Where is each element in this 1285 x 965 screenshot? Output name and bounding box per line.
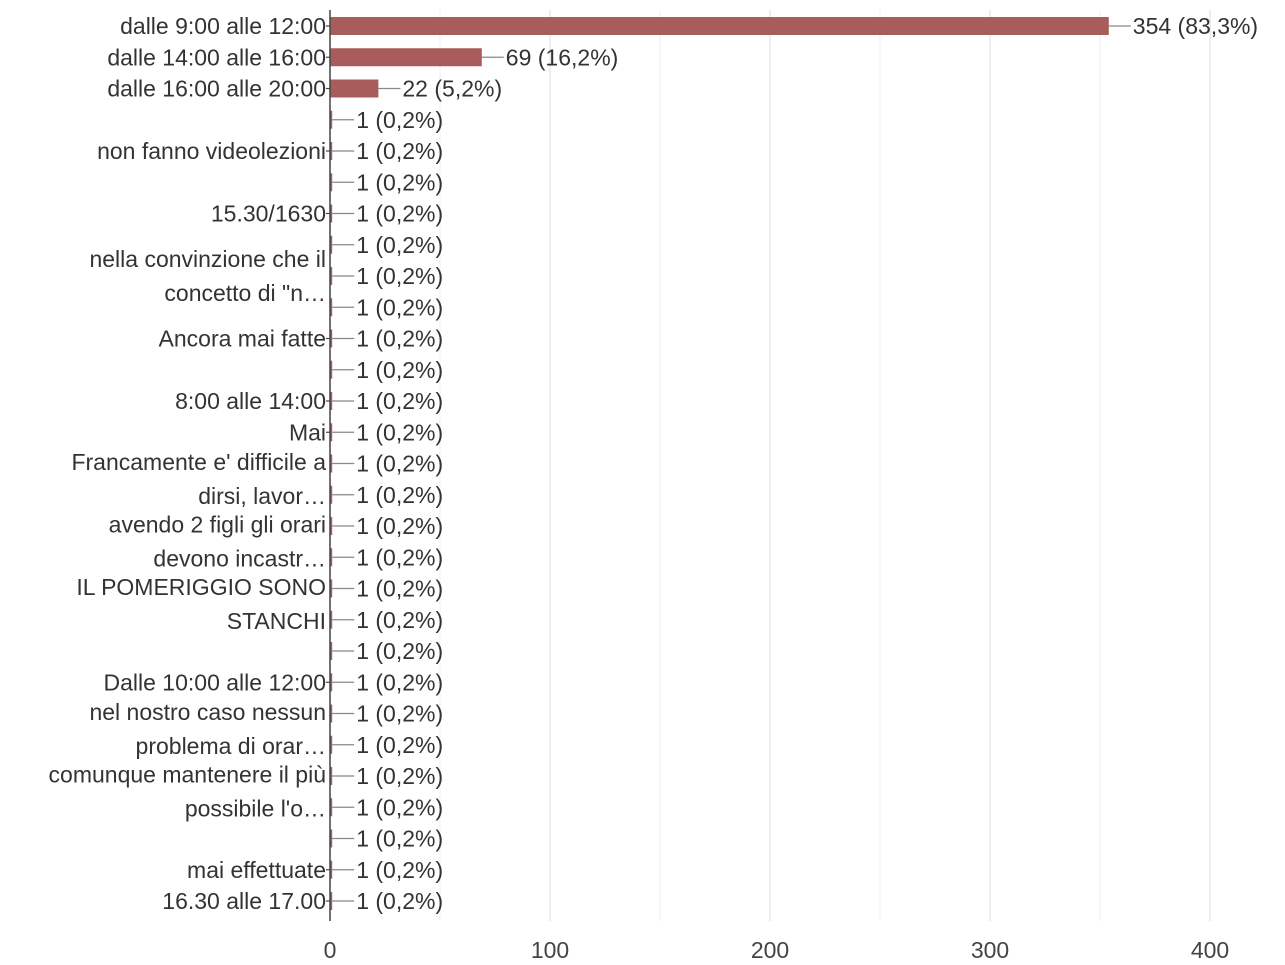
bar — [330, 204, 333, 223]
bar — [330, 267, 333, 285]
category-label: Mai — [289, 419, 326, 445]
category-label: problema di orar… — [136, 733, 326, 759]
value-label: 1 (0,2%) — [356, 419, 443, 445]
category-label: IL POMERIGGIO SONO — [76, 574, 326, 600]
category-label: mai effettuate — [187, 857, 326, 883]
bar — [330, 517, 333, 535]
bar — [330, 329, 333, 348]
bar — [330, 298, 333, 317]
value-label: 1 (0,2%) — [356, 732, 443, 758]
value-label: 1 (0,2%) — [356, 482, 443, 508]
value-label: 1 (0,2%) — [356, 326, 443, 352]
bar — [330, 110, 333, 129]
value-label: 1 (0,2%) — [356, 857, 443, 883]
x-tick-label: 200 — [751, 937, 789, 963]
value-label: 1 (0,2%) — [356, 763, 443, 789]
bar — [330, 173, 333, 192]
category-label: possibile l'o… — [185, 796, 326, 822]
value-label: 1 (0,2%) — [356, 388, 443, 414]
bar — [330, 735, 333, 754]
value-labels: 354 (83,3%) 69 (16,2%)22 (5,2%) 1 (0,2%) 1 … — [332, 13, 1258, 914]
category-label: 8:00 alle 14:00 — [175, 388, 326, 414]
bar — [330, 642, 333, 660]
x-tick-label: 300 — [971, 937, 1009, 963]
category-label: 16.30 alle 17.00 — [162, 888, 326, 914]
bar — [330, 360, 333, 379]
bars — [330, 17, 1109, 910]
value-label: 1 (0,2%) — [356, 513, 443, 539]
value-label: 1 (0,2%) — [356, 794, 443, 820]
category-label: Francamente e' difficile a — [71, 449, 326, 475]
bar — [330, 79, 379, 98]
category-label: STANCHI — [227, 608, 326, 634]
value-label: 1 (0,2%) — [356, 451, 443, 477]
bar — [330, 423, 333, 442]
gridlines — [439, 10, 1211, 921]
value-label: 1 (0,2%) — [356, 263, 443, 289]
value-label: 1 (0,2%) — [356, 232, 443, 258]
bar — [330, 235, 333, 254]
value-label: 1 (0,2%) — [356, 826, 443, 852]
category-label: comunque mantenere il più — [49, 762, 326, 788]
bar — [330, 579, 333, 598]
x-tick-label: 400 — [1191, 937, 1229, 963]
category-label: Dalle 10:00 alle 12:00 — [104, 669, 327, 695]
bar — [330, 48, 482, 67]
bar — [330, 610, 333, 629]
x-tick-labels: 0 100 200 300 400 — [324, 937, 1230, 963]
bar — [330, 454, 333, 473]
category-label: avendo 2 figli gli orari — [109, 512, 326, 538]
value-label: 1 (0,2%) — [356, 576, 443, 602]
value-label: 69 (16,2%) — [506, 44, 619, 70]
bar — [330, 548, 333, 567]
category-label: devono incastr… — [153, 546, 326, 572]
value-label: 1 (0,2%) — [356, 607, 443, 633]
value-label: 354 (83,3%) — [1133, 13, 1258, 39]
value-label: 1 (0,2%) — [356, 701, 443, 727]
value-label: 1 (0,2%) — [356, 638, 443, 664]
category-label: nel nostro caso nessun — [89, 699, 326, 725]
category-label: dirsi, lavor… — [198, 483, 326, 509]
bar — [330, 17, 1109, 35]
category-label: 15.30/1630 — [211, 201, 326, 227]
bar — [330, 142, 333, 160]
category-label: dalle 14:00 alle 16:00 — [107, 44, 326, 70]
value-label: 1 (0,2%) — [356, 201, 443, 227]
value-label: 1 (0,2%) — [356, 169, 443, 195]
bar — [330, 767, 333, 785]
bar — [330, 892, 333, 910]
value-label: 1 (0,2%) — [356, 357, 443, 383]
bar — [330, 673, 333, 692]
value-label: 1 (0,2%) — [356, 669, 443, 695]
bar — [330, 392, 333, 410]
bar — [330, 704, 333, 723]
value-label: 22 (5,2%) — [402, 76, 502, 102]
value-label: 1 (0,2%) — [356, 138, 443, 164]
category-label: dalle 9:00 alle 12:00 — [120, 13, 326, 39]
bar — [330, 798, 333, 817]
bar — [330, 860, 333, 879]
category-label: nella convinzione che il — [89, 246, 326, 272]
x-tick-label: 100 — [531, 937, 569, 963]
x-tick-label: 0 — [324, 937, 337, 963]
value-label: 1 (0,2%) — [356, 888, 443, 914]
category-label: non fanno videolezioni — [97, 138, 326, 164]
category-label: Ancora mai fatte — [159, 326, 326, 352]
category-label: concetto di "n… — [164, 280, 326, 306]
bar — [330, 829, 333, 848]
value-label: 1 (0,2%) — [356, 107, 443, 133]
category-labels: dalle 9:00 alle 12:00 dalle 14:00 alle 16… — [49, 13, 330, 914]
bar — [330, 485, 333, 504]
category-label: dalle 16:00 alle 20:00 — [107, 76, 326, 102]
value-label: 1 (0,2%) — [356, 544, 443, 570]
value-label: 1 (0,2%) — [356, 294, 443, 320]
